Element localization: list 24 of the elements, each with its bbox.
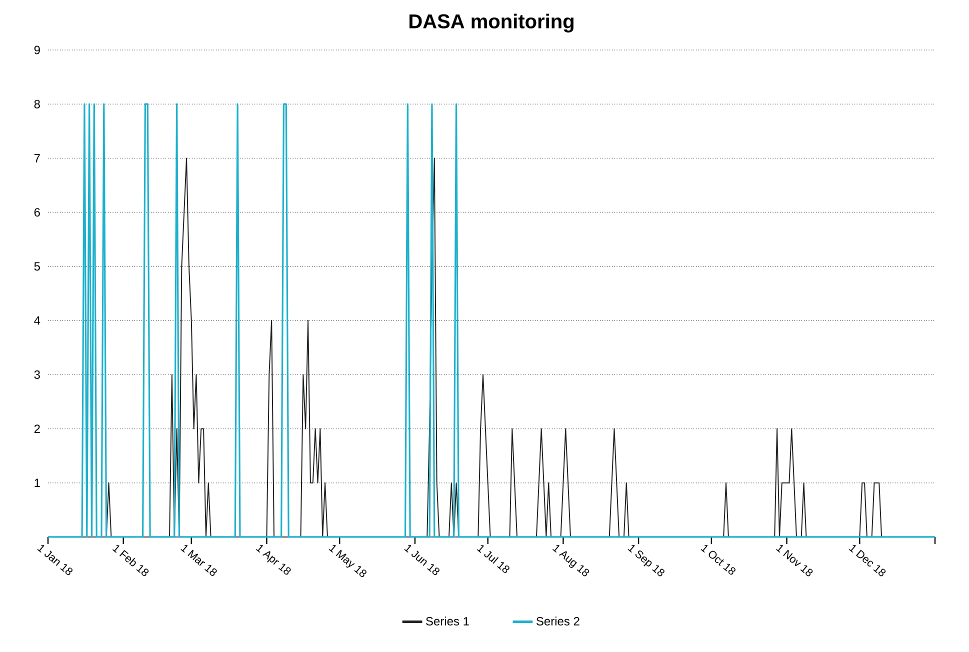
x-tick-label: 1 Dec 18	[848, 544, 886, 576]
x-tick-label: 1 Jan 18	[37, 544, 73, 576]
x-tick-label: 1 Apr 18	[256, 544, 291, 575]
y-tick-label: 9	[34, 46, 40, 54]
y-tick-label: 3	[34, 370, 40, 379]
x-tick-label: 1 Oct 18	[700, 544, 736, 575]
x-tick-label: 1 Feb 18	[112, 545, 149, 576]
x-tick-label: 1 Jun 18	[404, 544, 440, 576]
x-tick-label: 1 Mar 18	[180, 544, 217, 576]
x-tick-label: 1 Jul 18	[476, 545, 510, 573]
x-tick-label: 1 Aug 18	[552, 544, 590, 576]
x-tick-label: 1 Sep 18	[628, 544, 664, 576]
y-tick-label: 4	[34, 316, 40, 325]
chart-title: DASA monitoring	[410, 14, 574, 32]
y-tick-label: 6	[34, 208, 40, 217]
y-tick-label: 7	[34, 154, 40, 162]
x-tick-label: 1 Nov 18	[776, 544, 813, 576]
legend-label: Series 1	[426, 616, 469, 626]
y-tick-label: 1	[34, 478, 40, 488]
y-tick-label: 8	[34, 100, 40, 108]
y-tick-label: 5	[34, 262, 40, 271]
x-tick-label: 1 May 18	[328, 544, 366, 578]
legend-label: Series 2	[536, 616, 580, 626]
y-tick-label: 2	[34, 424, 40, 433]
